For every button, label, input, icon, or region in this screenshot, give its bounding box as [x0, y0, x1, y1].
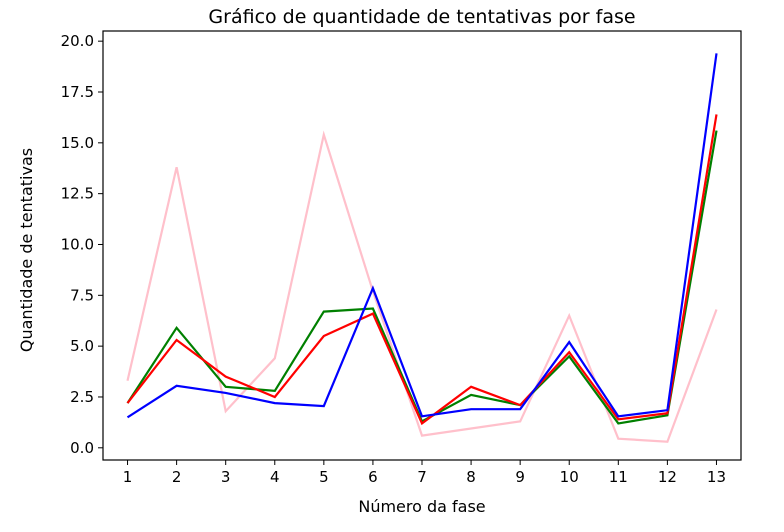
y-tick-label: 17.5 [61, 83, 94, 101]
x-tick-label: 6 [368, 468, 378, 486]
y-tick-label: 7.5 [70, 286, 94, 304]
series-line-4 [126, 53, 718, 419]
x-tick-label: 12 [658, 468, 677, 486]
series-line-3 [126, 114, 718, 426]
series-line-1 [126, 130, 718, 443]
x-tick-label: 3 [221, 468, 231, 486]
x-tick-label: 10 [560, 468, 579, 486]
x-tick-label: 4 [270, 468, 280, 486]
x-ticks: 1 2 3 4 5 6 7 8 9 10 11 12 13 [123, 460, 726, 486]
x-tick-label: 2 [172, 468, 182, 486]
series-line-2 [126, 130, 718, 425]
x-tick-label: 11 [609, 468, 628, 486]
y-tick-label: 5.0 [70, 337, 94, 355]
x-tick-label: 8 [466, 468, 476, 486]
x-tick-label: 13 [707, 468, 726, 486]
x-tick-label: 9 [515, 468, 525, 486]
y-tick-label: 20.0 [61, 32, 94, 50]
x-axis-label: Número da fase [358, 497, 486, 516]
y-tick-label: 12.5 [61, 185, 94, 203]
series-layer [126, 53, 718, 443]
axes-frame [102, 30, 742, 461]
y-tick-label: 0.0 [70, 439, 94, 457]
x-tick-label: 7 [417, 468, 427, 486]
y-ticks: 0.0 2.5 5.0 7.5 10.0 12.5 15.0 17.5 20.0 [61, 32, 103, 457]
x-tick-label: 5 [319, 468, 329, 486]
y-tick-label: 15.0 [61, 134, 94, 152]
y-tick-label: 2.5 [70, 388, 94, 406]
x-tick-label: 1 [123, 468, 133, 486]
y-tick-label: 10.0 [61, 235, 94, 253]
chart-title: Gráfico de quantidade de tentativas por … [208, 6, 636, 28]
